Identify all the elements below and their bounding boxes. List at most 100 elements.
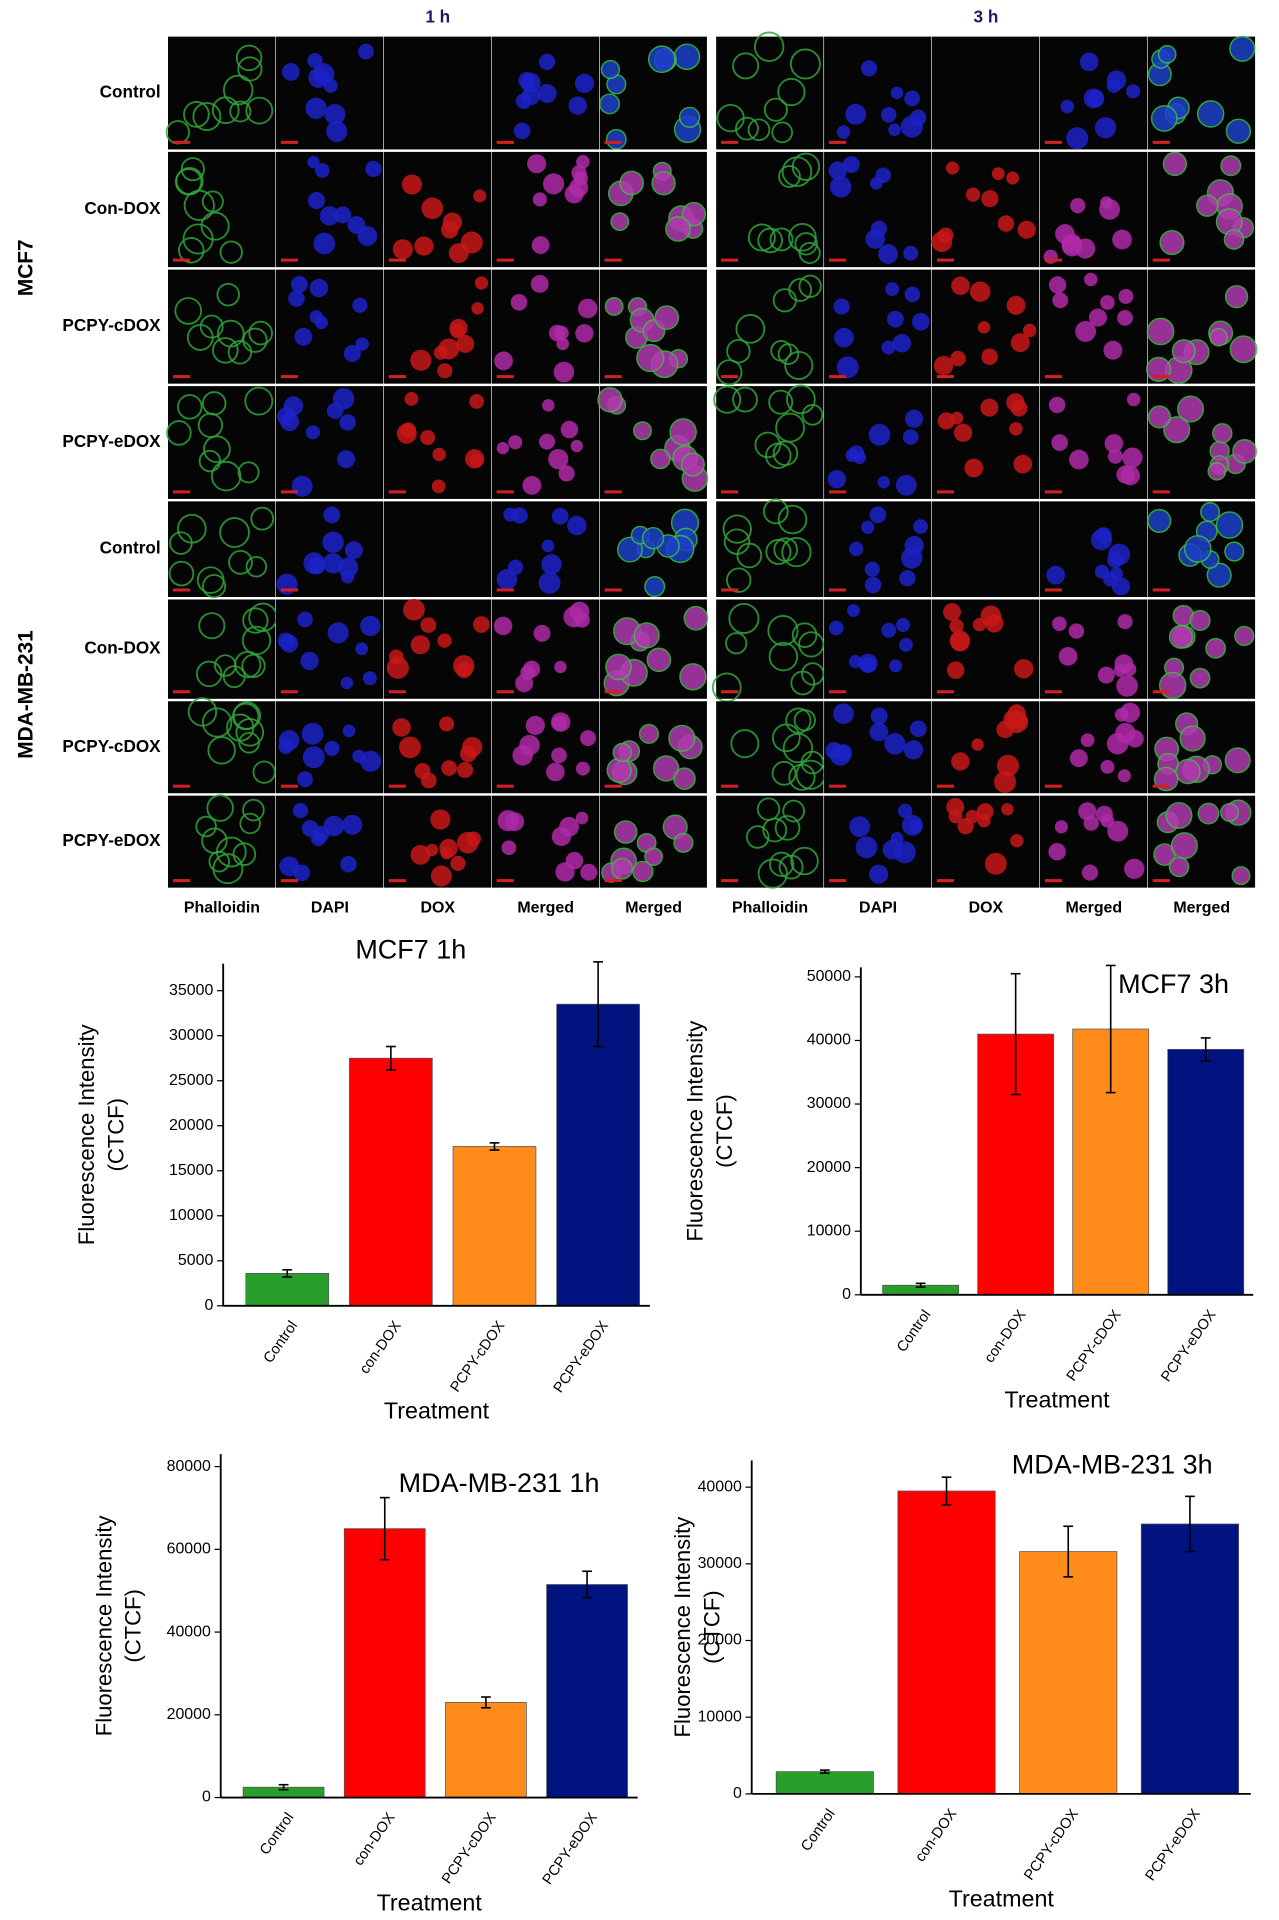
cell-blob	[762, 817, 788, 843]
cell-blob	[606, 757, 632, 783]
cell-blob	[673, 767, 696, 790]
cell-blob	[430, 809, 451, 830]
cell-blob	[352, 297, 368, 313]
cell-blob	[984, 852, 1007, 875]
cell-blob	[1117, 769, 1131, 783]
cell-blob	[794, 232, 818, 256]
scale-bar	[828, 879, 847, 883]
cell-blob	[1080, 733, 1095, 748]
cell-blob	[1224, 284, 1249, 309]
cell-blob	[305, 425, 321, 440]
cell-blob	[437, 363, 453, 379]
scale-bar	[280, 588, 298, 592]
cell-blob	[868, 423, 891, 446]
cell-blob	[600, 59, 621, 80]
micrograph-cell	[491, 701, 600, 794]
cell-blob	[541, 539, 555, 553]
cell-blob	[970, 281, 991, 302]
cell-blob	[767, 615, 799, 647]
cell-blob	[195, 815, 217, 838]
scale-bar	[496, 490, 514, 494]
cell-blob	[597, 387, 623, 413]
cell-blob	[206, 794, 234, 822]
cell-blob	[283, 396, 304, 416]
x-tick-label: PCPY-cDOX	[439, 1810, 500, 1887]
cell-blob	[1147, 508, 1172, 533]
cell-blob	[735, 116, 759, 141]
scale-bar	[496, 588, 514, 592]
scale-bar	[936, 690, 955, 694]
bar	[445, 1702, 527, 1798]
cell-blob	[1122, 447, 1143, 468]
row-label: PCPY-cDOX	[62, 315, 161, 335]
cell-blob	[303, 552, 325, 574]
cell-blob	[1163, 416, 1191, 444]
cell-blob	[768, 641, 799, 672]
cell-blob	[537, 83, 557, 103]
y-tick-label: 15000	[169, 1162, 213, 1179]
cell-blob	[530, 274, 549, 293]
y-tick-label: 80000	[167, 1458, 211, 1475]
cell-blob	[833, 703, 854, 725]
cell-blob	[305, 97, 327, 120]
cell-blob	[716, 103, 745, 133]
cell-blob	[1220, 155, 1242, 177]
x-tick-label: PCPY-eDOX	[1158, 1307, 1219, 1385]
cell-blob	[337, 450, 356, 469]
cell-blob	[1116, 675, 1138, 697]
cell-blob	[168, 560, 195, 587]
cell-blob	[294, 327, 313, 346]
row-label: PCPY-eDOX	[62, 830, 161, 850]
cell-blob	[302, 746, 325, 769]
cell-blob	[342, 724, 356, 738]
cell-blob	[177, 394, 203, 420]
cell-blob	[551, 747, 567, 764]
cell-blob	[1046, 565, 1066, 585]
chart-title: MCF7 3h	[1118, 969, 1229, 999]
x-axis-label: Treatment	[949, 1886, 1055, 1912]
channel-label: DAPI	[311, 900, 349, 917]
cell-blob	[235, 717, 265, 747]
cell-blob	[800, 750, 825, 775]
cell-blob	[439, 716, 455, 732]
cell-blob	[1017, 220, 1036, 239]
cell-blob	[897, 803, 913, 819]
time-header: 3 h	[974, 7, 999, 27]
cell-blob	[551, 507, 569, 525]
scale-bar	[828, 690, 847, 694]
scale-bar	[280, 784, 298, 788]
scale-bar	[496, 879, 514, 883]
scale-bar	[828, 375, 847, 379]
cell-blob	[1081, 864, 1099, 881]
cell-blob	[278, 730, 300, 751]
cell-blob	[735, 314, 766, 344]
cell-blob	[392, 239, 413, 260]
y-tick-label: 0	[842, 1286, 851, 1303]
cell-blob	[576, 155, 590, 169]
cell-blob	[950, 350, 966, 367]
cell-blob	[433, 345, 448, 360]
cell-blob	[177, 513, 207, 544]
cell-blob	[324, 103, 346, 125]
micrograph-cell	[383, 36, 492, 150]
scale-bar	[388, 879, 406, 883]
row-label: PCPY-cDOX	[62, 736, 161, 756]
row-label: PCPY-eDOX	[62, 431, 161, 451]
cell-blob	[307, 192, 326, 210]
cell-blob	[456, 334, 475, 353]
cell-blob	[195, 660, 223, 688]
time-header: 1 h	[425, 7, 450, 27]
y-tick-label: 5000	[178, 1252, 214, 1269]
cell-blob	[1069, 449, 1089, 470]
scale-bar	[280, 690, 298, 694]
cell-blob	[885, 282, 900, 297]
cell-blob	[650, 448, 671, 470]
y-axis-label: (CTCF)	[104, 1098, 129, 1172]
micrograph-cell	[716, 795, 824, 888]
cell-blob	[575, 324, 594, 343]
cell-blob	[903, 740, 924, 760]
cell-blob	[340, 855, 357, 873]
cell-blob	[848, 654, 863, 669]
cell-blob	[410, 635, 430, 655]
cell-blob	[403, 598, 425, 621]
